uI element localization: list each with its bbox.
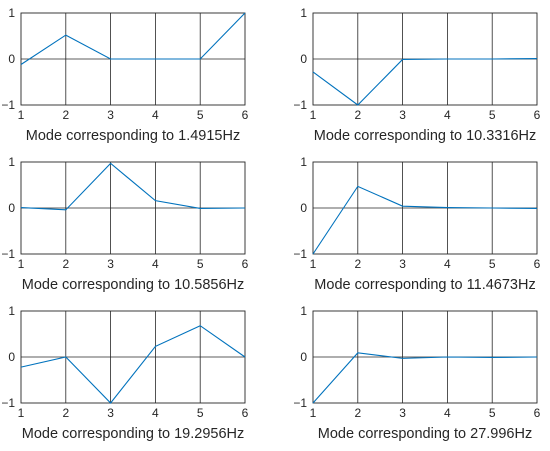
x-tick-label: 3 [399,257,406,271]
mode-shape-line [312,185,538,255]
y-tick-label: −1 [1,98,15,112]
x-tick-label: 3 [107,406,114,420]
subplot-2: 1 2 3 4 5 6 −1 0 1 Mode corresponding to 10.3316H… [293,6,540,144]
y-tick-label: 0 [8,52,15,66]
y-tick-label: 1 [8,6,15,20]
y-tick-label: 0 [300,201,307,215]
x-tick-label: 5 [489,257,496,271]
x-tick-label: 5 [489,108,496,122]
y-tick-label: −1 [293,396,307,410]
axes-box [20,12,246,106]
mode-caption: Mode corresponding to 10.3316Hz [314,128,536,144]
y-tick-label: −1 [293,98,307,112]
x-tick-label: 5 [197,108,204,122]
x-tick-label: 5 [197,257,204,271]
x-tick-label: 6 [534,257,541,271]
y-tick-label: 0 [8,350,15,364]
x-tick-label: 2 [62,257,69,271]
x-tick-label: 2 [62,406,69,420]
x-tick-label: 1 [310,108,317,122]
subplot-4: 1 2 3 4 5 6 −1 0 1 Mode corresponding to 11.4673H… [293,155,540,293]
x-tick-label: 1 [18,406,25,420]
x-tick-label: 4 [152,108,159,122]
mode-caption: Mode corresponding to 10.5856Hz [22,277,244,293]
mode-caption: Mode corresponding to 1.4915Hz [26,128,240,144]
x-tick-label: 4 [444,257,451,271]
mode-caption: Mode corresponding to 27.996Hz [318,426,532,442]
x-tick-label: 3 [399,108,406,122]
y-tick-label: 1 [8,304,15,318]
y-tick-label: 0 [8,201,15,215]
subplot-5: 1 2 3 4 5 6 −1 0 1 Mode corresponding to 19.2956H… [1,304,248,442]
y-tick-label: 0 [300,350,307,364]
mode-caption: Mode corresponding to 11.4673Hz [314,277,535,293]
subplot-3: 1 2 3 4 5 6 −1 0 1 Mode corresponding to 10.5856H… [1,155,248,293]
x-tick-label: 1 [18,108,25,122]
x-tick-label: 1 [18,257,25,271]
x-tick-label: 2 [354,257,361,271]
y-tick-label: 1 [8,155,15,169]
x-tick-label: 6 [242,257,249,271]
x-tick-label: 6 [534,406,541,420]
x-tick-label: 4 [444,406,451,420]
x-tick-label: 3 [107,108,114,122]
x-tick-label: 3 [107,257,114,271]
mode-shape-line [20,12,246,65]
y-tick-label: 0 [300,52,307,66]
x-tick-label: 5 [197,406,204,420]
x-tick-label: 5 [489,406,496,420]
mode-shape-line [312,57,538,106]
x-tick-label: 6 [534,108,541,122]
y-tick-label: 1 [300,304,307,318]
mode-shape-line [20,162,246,211]
x-tick-label: 6 [242,108,249,122]
x-tick-label: 4 [152,257,159,271]
x-tick-label: 4 [444,108,451,122]
x-tick-label: 1 [310,406,317,420]
y-tick-label: −1 [1,396,15,410]
y-tick-label: −1 [293,247,307,261]
x-tick-label: 2 [62,108,69,122]
y-tick-label: 1 [300,155,307,169]
x-tick-label: 3 [399,406,406,420]
mode-shape-line [20,325,246,404]
x-tick-label: 4 [152,406,159,420]
y-tick-label: −1 [1,247,15,261]
x-tick-label: 2 [354,108,361,122]
x-tick-label: 1 [310,257,317,271]
x-tick-label: 6 [242,406,249,420]
y-tick-label: 1 [300,6,307,20]
x-tick-label: 2 [354,406,361,420]
mode-shape-line [312,352,538,404]
mode-caption: Mode corresponding to 19.2956Hz [22,426,244,442]
